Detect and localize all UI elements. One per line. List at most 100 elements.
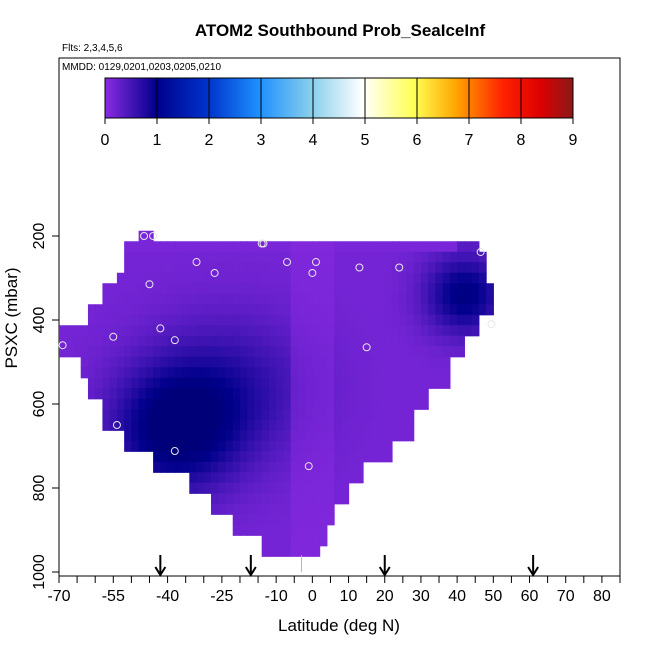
- heatmap-cell: [377, 293, 386, 305]
- heatmap-cell: [160, 251, 169, 263]
- heatmap-cell: [160, 314, 169, 326]
- heatmap-cell: [341, 251, 350, 263]
- heatmap-cell: [319, 472, 328, 484]
- heatmap-cell: [276, 346, 284, 358]
- heatmap-cell: [413, 251, 422, 263]
- heatmap-cell: [290, 325, 299, 337]
- heatmap-cell: [109, 367, 118, 379]
- heatmap-cell: [268, 482, 277, 494]
- heatmap-cell: [232, 356, 241, 368]
- heatmap-cell: [428, 293, 437, 305]
- heatmap-cell: [334, 325, 342, 337]
- heatmap-cell: [297, 251, 306, 263]
- x-tick-label: 80: [593, 588, 611, 605]
- heatmap-cell: [276, 545, 284, 557]
- heatmap-cell: [95, 367, 104, 379]
- heatmap-cell: [486, 293, 494, 305]
- heatmap-cell: [290, 388, 299, 400]
- heatmap-cell: [153, 283, 161, 295]
- heatmap-cell: [239, 514, 248, 526]
- heatmap-cell: [305, 430, 313, 442]
- heatmap-cell: [268, 283, 277, 295]
- heatmap-cell: [116, 293, 125, 305]
- heatmap-cell: [268, 262, 277, 274]
- heatmap-cell: [319, 419, 328, 431]
- heatmap-cell: [95, 304, 104, 316]
- heatmap-cell: [348, 409, 357, 421]
- heatmap-cell: [87, 367, 96, 379]
- heatmap-cell: [174, 314, 183, 326]
- heatmap-cell: [399, 272, 408, 284]
- heatmap-cell: [196, 304, 205, 316]
- heatmap-cell: [189, 283, 198, 295]
- heatmap-cell: [399, 314, 408, 326]
- heatmap-cell: [399, 430, 408, 442]
- heatmap-cell: [239, 272, 248, 284]
- heatmap-cell: [312, 272, 321, 284]
- heatmap-cell: [102, 377, 111, 389]
- heatmap-cell: [428, 377, 437, 389]
- heatmap-cell: [355, 283, 364, 295]
- heatmap-cell: [131, 283, 140, 295]
- heatmap-cell: [290, 262, 299, 274]
- heatmap-cell: [102, 398, 111, 410]
- heatmap-cell: [290, 430, 299, 442]
- heatmap-cell: [406, 346, 415, 358]
- heatmap-cell: [420, 335, 429, 347]
- colorbar: 0 1 2 3 4 5 6 7 8 9: [101, 77, 578, 149]
- heatmap-cell: [131, 409, 140, 421]
- heatmap-cell: [138, 314, 147, 326]
- heatmap-cell: [384, 440, 393, 452]
- heatmap-cell: [87, 325, 96, 337]
- heatmap-cell: [442, 283, 451, 295]
- heatmap-cell: [457, 335, 465, 347]
- heatmap-cell: [363, 262, 371, 274]
- heatmap-cell: [160, 335, 169, 347]
- heatmap-cell: [363, 367, 371, 379]
- heatmap-cell: [211, 451, 219, 463]
- heatmap-cell: [276, 430, 284, 442]
- heatmap-cell: [276, 325, 284, 337]
- heatmap-cell: [312, 251, 321, 263]
- heatmap-cell: [413, 335, 422, 347]
- heatmap-cell: [174, 440, 183, 452]
- heatmap-cell: [449, 304, 458, 316]
- heatmap-cell: [131, 241, 140, 253]
- heatmap-cell: [153, 419, 161, 431]
- heatmap-cell: [297, 440, 306, 452]
- heatmap-cell: [167, 304, 176, 316]
- heatmap-cell: [290, 409, 299, 421]
- heatmap-cell: [276, 409, 284, 421]
- heatmap-cell: [138, 251, 147, 263]
- heatmap-cell: [160, 241, 169, 253]
- heatmap-cell: [326, 293, 335, 305]
- heatmap-cell: [196, 346, 205, 358]
- heatmap-cell: [341, 472, 350, 484]
- colorbar-ticks: 0 1 2 3 4 5 6 7 8 9: [101, 78, 578, 149]
- heatmap-cell: [283, 262, 292, 274]
- heatmap-cell: [326, 367, 335, 379]
- heatmap-cell: [312, 241, 321, 253]
- heatmap-cell: [420, 398, 429, 410]
- heatmap-cell: [326, 514, 335, 526]
- heatmap-cell: [283, 482, 292, 494]
- heatmap-cell: [211, 503, 219, 515]
- heatmap-cell: [377, 419, 386, 431]
- heatmap-cell: [363, 398, 371, 410]
- heatmap-cell: [247, 262, 256, 274]
- heatmap-cell: [384, 377, 393, 389]
- heatmap-cell: [225, 409, 234, 421]
- heatmap-cell: [290, 482, 299, 494]
- heatmap-cell: [326, 335, 335, 347]
- heatmap-cell: [102, 356, 111, 368]
- heatmap-cell: [167, 241, 176, 253]
- heatmap-cell: [384, 419, 393, 431]
- heatmap-cell: [428, 335, 437, 347]
- heatmap-cell: [319, 461, 328, 473]
- heatmap-cell: [247, 272, 256, 284]
- heatmap-cell: [268, 472, 277, 484]
- heatmap-cell: [268, 356, 277, 368]
- heatmap-cell: [341, 461, 350, 473]
- heatmap-cell: [290, 377, 299, 389]
- heatmap-cell: [124, 304, 132, 316]
